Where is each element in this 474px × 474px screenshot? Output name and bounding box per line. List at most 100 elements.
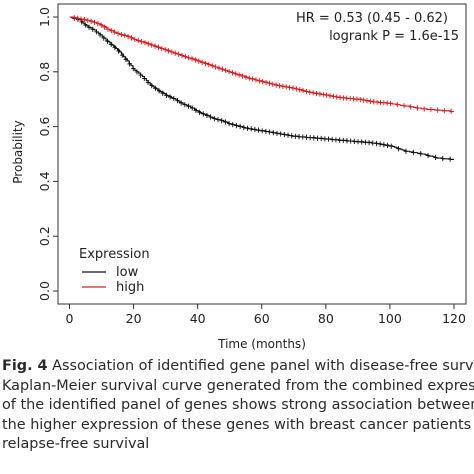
censor-mark — [300, 88, 306, 94]
censor-mark — [82, 16, 87, 23]
censor-mark — [297, 87, 302, 93]
censor-mark — [219, 118, 224, 124]
censor-mark — [324, 92, 329, 98]
censor-mark — [179, 52, 185, 59]
censor-mark — [193, 107, 199, 113]
censor-mark — [112, 29, 117, 35]
censor-mark — [300, 134, 305, 140]
censor-mark — [142, 40, 148, 46]
censor-mark — [290, 85, 296, 91]
censor-mark — [330, 136, 335, 143]
censor-mark — [282, 131, 287, 138]
censor-mark — [403, 148, 409, 154]
caption-line-5: relapse-free survival — [2, 436, 150, 453]
censor-mark — [226, 120, 232, 127]
censor-mark — [422, 106, 427, 112]
censor-mark — [388, 100, 393, 107]
censor-mark — [307, 134, 313, 141]
legend: Expression low high — [79, 247, 150, 295]
y-tick-label: 0.4 — [37, 171, 52, 191]
censor-mark — [153, 85, 158, 91]
censor-mark — [366, 140, 372, 146]
censor-mark — [267, 80, 272, 86]
censor-mark — [189, 56, 195, 62]
censor-mark — [364, 98, 370, 104]
censor-mark — [223, 67, 228, 74]
censor-mark — [125, 33, 131, 40]
censor-mark — [260, 79, 265, 85]
y-tick-label: 0.8 — [37, 62, 52, 82]
censor-mark — [95, 21, 101, 27]
censor-mark — [363, 139, 368, 145]
censor-mark — [271, 130, 276, 136]
censor-mark — [193, 57, 198, 63]
censor-mark — [310, 90, 316, 96]
censor-mark — [296, 134, 302, 140]
x-tick-label: 120 — [442, 311, 466, 326]
censor-mark — [250, 76, 255, 82]
censor-mark — [359, 139, 364, 145]
censor-mark — [142, 75, 147, 82]
censor-mark — [304, 134, 309, 140]
censor-mark — [341, 137, 346, 144]
censor-mark — [230, 122, 235, 128]
x-tick-label: 60 — [254, 311, 270, 326]
censor-mark — [237, 123, 243, 130]
censor-mark — [85, 17, 90, 23]
censor-mark — [149, 42, 154, 48]
censor-mark — [149, 83, 154, 89]
censor-mark — [257, 78, 262, 84]
censor-mark — [277, 83, 282, 89]
censor-mark — [428, 106, 434, 113]
censor-mark — [136, 37, 141, 44]
censor-mark — [287, 84, 292, 91]
censor-mark — [442, 108, 447, 114]
censor-mark — [182, 102, 188, 108]
censor-mark — [440, 155, 445, 162]
censor-mark — [90, 26, 95, 32]
censor-mark — [123, 56, 129, 62]
censor-mark — [175, 98, 180, 104]
censor-mark — [160, 90, 165, 96]
censor-marks-high — [72, 15, 454, 114]
censor-mark — [176, 51, 181, 57]
censor-mark — [206, 62, 212, 68]
legend-title: Expression — [79, 247, 150, 262]
censor-mark — [304, 88, 309, 95]
censor-mark — [203, 60, 208, 67]
censor-mark — [145, 79, 151, 86]
censor-mark — [102, 24, 107, 30]
censor-mark — [318, 135, 324, 142]
censor-mark — [127, 61, 132, 67]
censor-mark — [101, 35, 106, 41]
censor-mark — [78, 16, 84, 22]
censor-mark — [252, 126, 258, 133]
censor-mark — [348, 138, 353, 144]
censor-mark — [186, 55, 191, 61]
censor-mark — [314, 90, 319, 97]
censor-mark — [240, 73, 245, 79]
censor-mark — [270, 81, 275, 87]
censor-mark — [245, 125, 250, 131]
censor-mark — [381, 142, 387, 148]
censor-mark — [183, 54, 188, 60]
censor-mark — [395, 101, 400, 108]
censor-mark — [75, 15, 80, 21]
censor-mark — [99, 22, 104, 28]
censor-mark — [331, 93, 336, 99]
censor-mark — [190, 105, 195, 111]
censor-mark — [273, 82, 279, 88]
caption-line-4: the higher expression of these genes wit… — [2, 416, 472, 433]
censor-mark — [120, 52, 125, 58]
censor-mark — [280, 83, 286, 89]
censor-mark — [215, 117, 221, 123]
censor-mark — [169, 49, 175, 55]
censor-mark — [97, 32, 103, 38]
censor-mark — [317, 91, 323, 97]
censor-mark — [236, 72, 242, 78]
censor-mark — [425, 152, 431, 159]
censor-mark — [334, 94, 339, 100]
censor-mark — [92, 19, 97, 25]
y-tick-label: 0.2 — [37, 226, 52, 246]
censor-mark — [132, 36, 138, 42]
